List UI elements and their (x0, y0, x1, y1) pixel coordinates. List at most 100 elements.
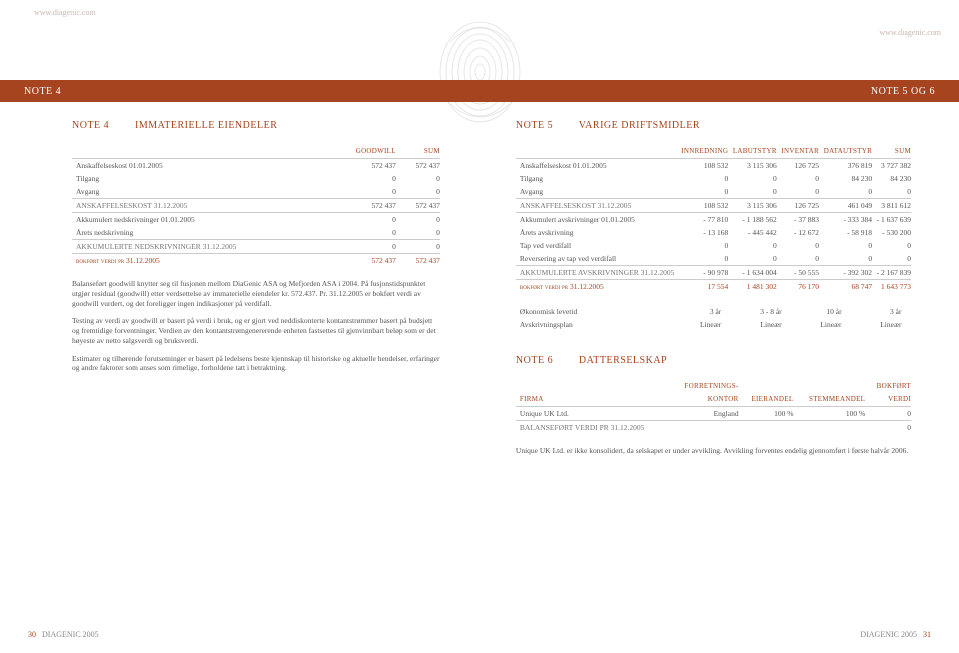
row-label: Akkumulert avskrivninger 01.01.2005 (516, 213, 677, 227)
cell-value: - 13 168 (677, 226, 729, 239)
col-header-top (739, 380, 794, 393)
cell-value: 68 747 (819, 280, 872, 294)
cell-value: - 333 384 (819, 213, 872, 227)
cell-value: - 50 555 (777, 266, 819, 280)
table-row: Anskaffelseskost 01.01.2005108 5323 115 … (516, 159, 911, 173)
row-label: Unique UK Ltd. (516, 407, 669, 421)
table-row: Anskaffelseskost 01.01.2005572 437572 43… (72, 159, 440, 173)
table-row: Årets nedskrivning00 (72, 226, 440, 240)
cell-value: 0 (677, 172, 729, 185)
note4-title: NOTE 4 IMMATERIELLE EIENDELER (72, 120, 440, 131)
note5-title: NOTE 5 VARIGE DRIFTSMIDLER (516, 120, 911, 131)
col-header (72, 145, 327, 159)
note5-extra: Økonomisk levetid3 år3 - 8 år10 år3 årAv… (516, 305, 911, 331)
note6-title: NOTE 6 DATTERSELSKAP (516, 355, 911, 366)
cell-value: - 2 167 839 (872, 266, 911, 280)
table-row: bokført verdi pr 31.12.200517 5541 481 3… (516, 280, 911, 294)
cell-value: 0 (396, 172, 440, 185)
cell-value: 0 (677, 185, 729, 199)
table-row: Avgang00 (72, 185, 440, 199)
row-label: Avgang (516, 185, 677, 199)
row-label: Årets avskrivning (516, 226, 677, 239)
cell-value (669, 421, 738, 435)
cell-value: 10 år (782, 305, 842, 318)
topbar-left: NOTE 4 (24, 86, 61, 97)
col-header-top (516, 380, 669, 393)
cell-value: 3 727 382 (872, 159, 911, 173)
note5-label: VARIGE DRIFTSMIDLER (579, 120, 700, 131)
table-row: Økonomisk levetid3 år3 - 8 år10 år3 år (516, 305, 911, 318)
cell-value: 0 (677, 252, 729, 266)
cell-value: 0 (777, 185, 819, 199)
table-row: Avgang00000 (516, 185, 911, 199)
cell-value: 461 049 (819, 199, 872, 213)
row-label: Tap ved verdifall (516, 239, 677, 252)
table-row: Tilgang00084 23084 230 (516, 172, 911, 185)
cell-value: 3 - 8 år (721, 305, 781, 318)
row-label: Tilgang (72, 172, 327, 185)
cell-value (901, 305, 911, 318)
row-label: akkumulerte avskrivninger 31.12.2005 (516, 266, 677, 280)
note5-table: INNREDNINGLABUTSTYRINVENTARDATAUTSTYRSUM… (516, 145, 911, 293)
footer-label-right: DIAGENIC 2005 (860, 630, 917, 639)
cell-value: 376 819 (819, 159, 872, 173)
row-label: Anskaffelseskost 01.01.2005 (516, 159, 677, 173)
col-header-top (793, 380, 865, 393)
col-header: INNREDNING (677, 145, 729, 159)
row-label: Avskrivningsplan (516, 318, 661, 331)
cell-value: 0 (728, 252, 777, 266)
col-header-top: FORRETNINGS- (669, 380, 738, 393)
cell-value: 17 554 (677, 280, 729, 294)
cell-value: Lineær (842, 318, 902, 331)
cell-value: 0 (677, 239, 729, 252)
cell-value: 0 (819, 239, 872, 252)
cell-value: 1 643 773 (872, 280, 911, 294)
cell-value: 0 (396, 226, 440, 240)
cell-value: Lineær (661, 318, 721, 331)
cell-value: - 530 200 (872, 226, 911, 239)
cell-value: 1 481 302 (728, 280, 777, 294)
cell-value: 572 437 (327, 254, 396, 268)
cell-value: 0 (396, 240, 440, 254)
cell-value: England (669, 407, 738, 421)
table-row: akkumulerte avskrivninger 31.12.2005- 90… (516, 266, 911, 280)
cell-value: 3 811 612 (872, 199, 911, 213)
note6-paragraph: Unique UK Ltd. er ikke konsolidert, da s… (516, 446, 911, 456)
col-header: SUM (872, 145, 911, 159)
cell-value: 3 år (842, 305, 902, 318)
cell-value: 76 170 (777, 280, 819, 294)
cell-value: - 12 672 (777, 226, 819, 239)
cell-value: 0 (777, 172, 819, 185)
footer-right: DIAGENIC 2005 31 (860, 630, 931, 639)
cell-value: 108 532 (677, 199, 729, 213)
cell-value: 126 725 (777, 199, 819, 213)
col-header: EIERANDEL (739, 393, 794, 407)
cell-value: - 445 442 (728, 226, 777, 239)
col-header: FIRMA (516, 393, 669, 407)
footer-label-left: DIAGENIC 2005 (42, 630, 99, 639)
table-row: balanseført verdi pr 31.12.20050 (516, 421, 911, 435)
cell-value: 0 (327, 226, 396, 240)
cell-value: 3 115 306 (728, 199, 777, 213)
cell-value: 0 (396, 185, 440, 199)
note-header-bar: NOTE 4 NOTE 5 OG 6 (0, 80, 959, 102)
row-label: akkumulerte nedskrivninger 31.12.2005 (72, 240, 327, 254)
cell-value (901, 318, 911, 331)
row-label: Reversering av tap ved verdifall (516, 252, 677, 266)
cell-value: 3 115 306 (728, 159, 777, 173)
page-num-left: 30 (28, 630, 36, 639)
cell-value: 572 437 (396, 159, 440, 173)
cell-value (793, 421, 865, 435)
cell-value: 572 437 (327, 159, 396, 173)
table-row: Akkumulert nedskrivninger 01.01.200500 (72, 213, 440, 227)
cell-value: 126 725 (777, 159, 819, 173)
cell-value: 100 % (793, 407, 865, 421)
cell-value: Lineær (782, 318, 842, 331)
cell-value: - 1 637 639 (872, 213, 911, 227)
table-row: Reversering av tap ved verdifall00000 (516, 252, 911, 266)
table-row: Unique UK Ltd.England100 %100 %0 (516, 407, 911, 421)
cell-value: 0 (819, 252, 872, 266)
table-row: akkumulerte nedskrivninger 31.12.200500 (72, 240, 440, 254)
col-header-top: BOKFØRT (865, 380, 911, 393)
cell-value: 100 % (739, 407, 794, 421)
